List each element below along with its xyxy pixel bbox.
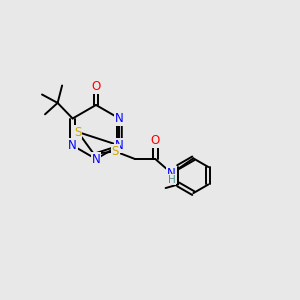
Text: O: O <box>151 134 160 147</box>
Text: S: S <box>112 145 119 158</box>
Text: N: N <box>167 167 176 180</box>
Text: H: H <box>168 175 176 185</box>
Text: S: S <box>74 125 82 139</box>
Text: N: N <box>115 112 124 125</box>
Text: N: N <box>68 139 77 152</box>
Text: N: N <box>115 139 124 152</box>
Text: N: N <box>92 152 100 166</box>
Text: O: O <box>92 80 100 93</box>
